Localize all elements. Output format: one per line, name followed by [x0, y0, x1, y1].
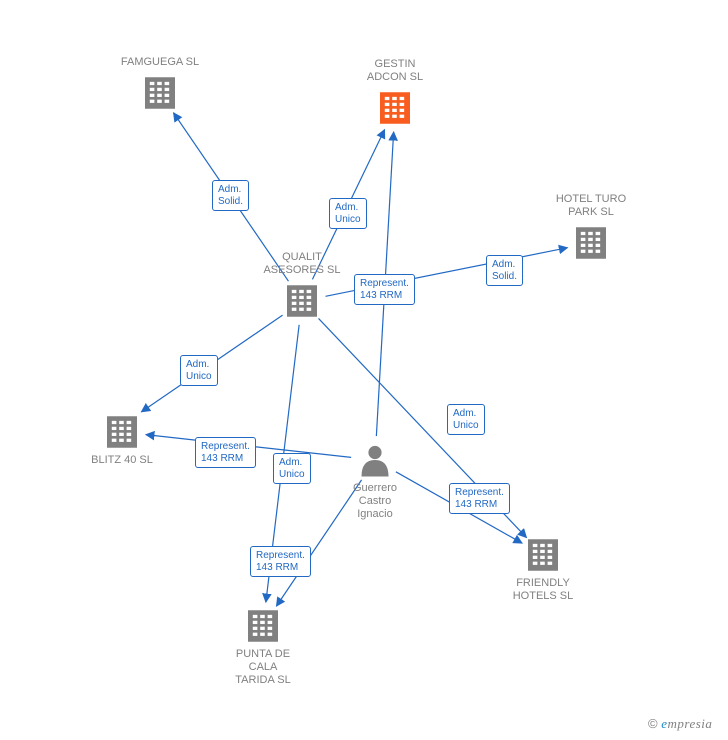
node-label: PUNTA DE CALA TARIDA SL: [203, 648, 323, 688]
edge-label: Adm. Unico: [329, 198, 367, 229]
edge-label: Adm. Unico: [273, 453, 311, 484]
building-icon[interactable]: [528, 539, 558, 571]
building-icon[interactable]: [287, 285, 317, 317]
edge-label: Represent. 143 RRM: [195, 437, 256, 468]
node-label: Guerrero Castro Ignacio: [335, 482, 415, 522]
building-icon[interactable]: [248, 610, 278, 642]
node-label: BLITZ 40 SL: [62, 454, 182, 467]
building-icon[interactable]: [576, 227, 606, 259]
watermark-brand-rest: mpresia: [668, 716, 713, 731]
node-label: QUALIT ASESORES SL: [242, 251, 362, 277]
building-icon[interactable]: [145, 77, 175, 109]
person-icon[interactable]: [362, 446, 389, 477]
edge-label: Adm. Solid.: [486, 255, 523, 286]
edge-label: Adm. Unico: [447, 404, 485, 435]
watermark: © empresia: [648, 716, 712, 732]
edge-label: Represent. 143 RRM: [250, 546, 311, 577]
node-label: FRIENDLY HOTELS SL: [483, 577, 603, 603]
building-icon[interactable]: [380, 92, 410, 124]
diagram-canvas: [0, 0, 728, 740]
node-label: HOTEL TURO PARK SL: [531, 193, 651, 219]
node-label: FAMGUEGA SL: [100, 56, 220, 69]
node-label: GESTIN ADCON SL: [335, 58, 455, 84]
edge-label: Adm. Unico: [180, 355, 218, 386]
copyright-glyph: ©: [648, 716, 658, 731]
edge-label: Represent. 143 RRM: [354, 274, 415, 305]
edge-label: Adm. Solid.: [212, 180, 249, 211]
building-icon[interactable]: [107, 416, 137, 448]
edge-label: Represent. 143 RRM: [449, 483, 510, 514]
